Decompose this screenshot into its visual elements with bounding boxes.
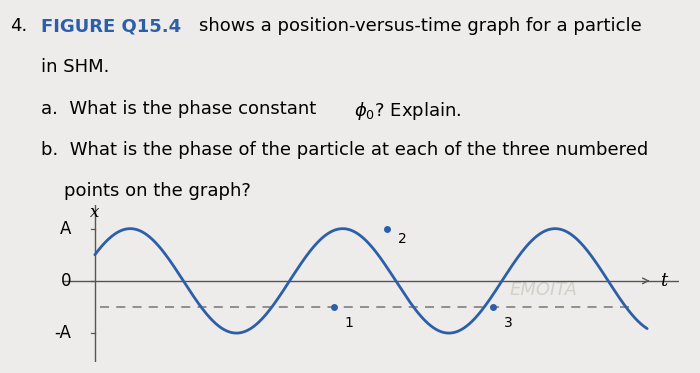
Text: 2: 2 xyxy=(398,232,406,246)
Text: $\phi_0$? Explain.: $\phi_0$? Explain. xyxy=(354,100,461,122)
Text: a.  What is the phase constant: a. What is the phase constant xyxy=(41,100,321,117)
Text: 4.: 4. xyxy=(10,17,28,35)
Text: b.  What is the phase of the particle at each of the three numbered: b. What is the phase of the particle at … xyxy=(41,141,648,159)
Text: shows a position-versus-time graph for a particle: shows a position-versus-time graph for a… xyxy=(199,17,643,35)
Text: 1: 1 xyxy=(344,316,354,330)
Text: -A: -A xyxy=(55,324,71,342)
Text: A: A xyxy=(60,220,71,238)
Text: 0: 0 xyxy=(61,272,71,290)
Text: FIGURE Q15.4: FIGURE Q15.4 xyxy=(41,17,181,35)
Text: 3: 3 xyxy=(504,316,512,330)
Text: points on the graph?: points on the graph? xyxy=(64,182,251,200)
Text: EMOITA: EMOITA xyxy=(509,282,577,300)
Text: t: t xyxy=(660,272,667,290)
Text: in SHM.: in SHM. xyxy=(41,59,109,76)
Text: x: x xyxy=(90,204,99,222)
